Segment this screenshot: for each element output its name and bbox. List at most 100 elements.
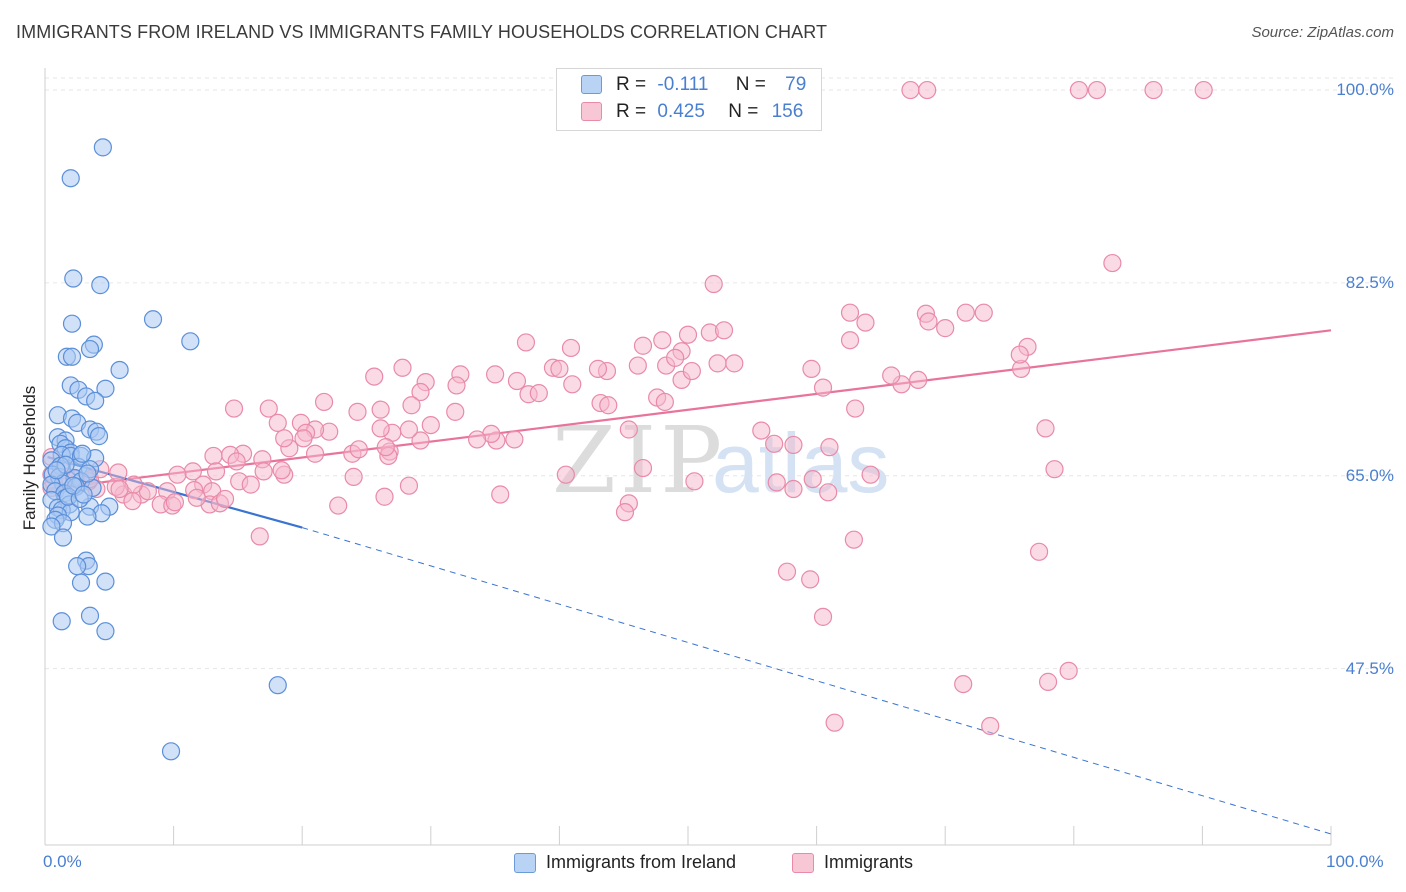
legend-swatch-blue [581,75,602,95]
immigrants-point [556,465,575,484]
immigrants-point [956,303,975,322]
immigrants-point [882,366,901,385]
ireland-point [80,339,100,359]
immigrants-point [376,438,395,457]
ireland-point [96,379,115,398]
watermark-atlas: atlas [712,416,889,510]
immigrants-point [486,365,505,384]
immigrants-point [704,274,723,294]
series-immigrants-from-ireland [42,138,287,761]
immigrants-point [505,430,524,449]
ireland-point [78,464,97,483]
y-tick-label: 100.0% [1336,80,1394,100]
ireland-point [86,391,105,410]
ireland-point [110,360,129,380]
immigrants-point [1059,661,1078,680]
immigrants-point [467,430,487,449]
immigrants-point [653,331,672,350]
legend-r-value: -0.111 [657,74,709,95]
immigrants-point [491,485,510,504]
immigrants-point [861,465,880,484]
immigrants-point [329,496,348,515]
ireland-point [71,573,91,592]
immigrants-point [224,399,244,418]
immigrants-point [918,80,937,100]
ireland-point [74,485,93,504]
immigrants-point [250,527,269,546]
immigrants-point [446,402,465,421]
immigrants-point [1045,460,1064,479]
ireland-point [96,572,115,591]
immigrants-point [784,479,803,499]
immigrants-point [206,462,226,481]
immigrants-point [349,440,368,459]
immigrants-point [1103,253,1122,273]
immigrants-point [305,444,325,463]
bottom-swatch-blue [514,853,536,874]
immigrants-point [227,452,246,471]
ireland-point [73,444,92,463]
immigrants-point [1069,80,1089,100]
immigrants-point [294,429,313,448]
ireland-point [80,606,100,625]
ireland-point [181,332,200,351]
immigrants-point [421,415,440,435]
immigrants-point [666,348,685,367]
immigrants-point [752,421,771,440]
ireland-trend-extrapolation [302,527,1332,835]
immigrants-point [708,354,727,373]
ireland-point [91,276,110,295]
immigrants-point [371,400,390,419]
immigrants-point [813,378,833,397]
immigrants-point [1087,80,1107,100]
immigrants-point [919,312,938,331]
immigrants-point [840,303,860,322]
immigrants-point [765,434,784,453]
immigrants-point [215,489,235,509]
x-tick-label-min: 0.0% [43,852,82,871]
y-tick-label: 82.5% [1345,272,1394,292]
correlation-legend: R = -0.111 N = 79 R = 0.425 N = 156 [556,68,822,131]
watermark-zip: ZIP [552,407,726,514]
ireland-point [161,742,181,761]
source-credit: Source: ZipAtlas.com [1251,24,1394,41]
legend-r-label: R = [616,74,647,95]
immigrants-point [819,483,838,502]
immigrants-point [393,358,412,377]
ireland-point [93,138,112,157]
immigrants-point [241,475,260,494]
chart-title: IMMIGRANTS FROM IRELAND VS IMMIGRANTS FA… [16,22,828,42]
ireland-point [96,622,115,641]
immigrants-point [820,438,839,457]
immigrants-point [619,420,638,439]
immigrants-point [909,370,928,390]
ireland-point [47,461,66,480]
immigrants-point [550,359,569,378]
legend-n-value: 156 [771,101,804,122]
bottom-legend-immigrants: Immigrants [792,852,913,874]
immigrants-point [633,458,653,478]
immigrants-point [348,402,367,421]
immigrants-point [165,493,184,512]
immigrants-point [1194,80,1213,100]
immigrants-point [813,607,833,626]
immigrants-point [1036,419,1055,438]
immigrants-point [678,325,698,344]
immigrants-point [840,331,860,350]
ireland-point [64,269,83,288]
immigrants-point [447,376,466,395]
immigrants-point [204,446,223,466]
immigrants-point [344,467,363,486]
immigrants-point [365,367,384,386]
ireland-point [42,517,61,536]
immigrants-point [402,396,421,415]
legend-row-immigrants: R = 0.425 N = 156 [581,101,803,127]
immigrants-point [371,419,390,438]
immigrants-point [633,336,653,355]
legend-r-label: R = [616,101,647,122]
immigrants-point [123,492,142,511]
immigrants-point [314,392,334,412]
y-tick-label: 47.5% [1345,658,1394,678]
ireland-point [62,314,82,333]
immigrants-point [655,392,674,412]
